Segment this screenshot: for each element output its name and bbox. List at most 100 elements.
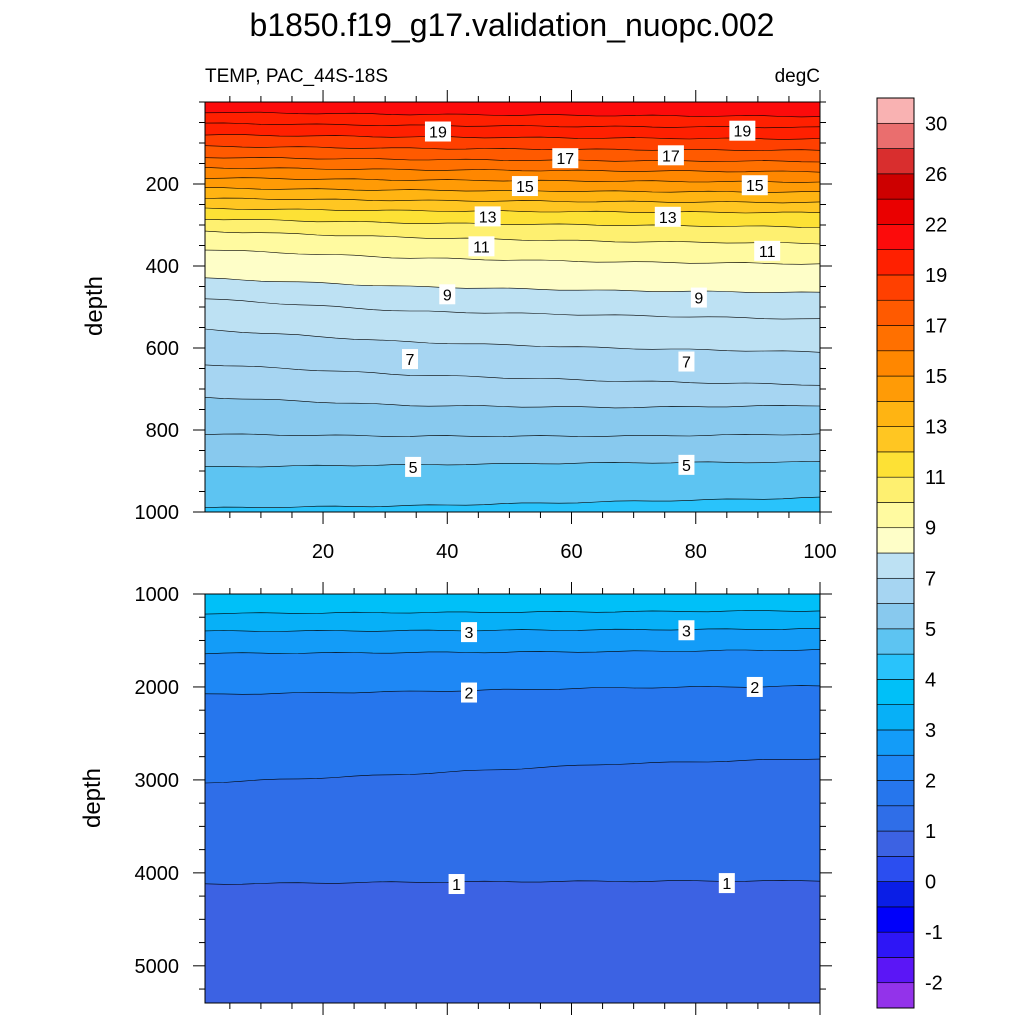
contour-line [205, 610, 820, 615]
svg-text:11: 11 [759, 244, 776, 261]
colorbar-box [876, 679, 915, 705]
contour-line [205, 157, 820, 163]
svg-text:7: 7 [682, 355, 691, 372]
colorbar-label: 19 [925, 265, 947, 287]
colorbar-box [876, 401, 915, 427]
y-tick-label: 600 [146, 338, 179, 360]
colorbar-box [876, 299, 915, 326]
contour-line [205, 111, 820, 118]
panel-upper: 19 19 17 17 15 15 13 13 11 11 9 9 7 7 5 5 200 400 600 800 10… [135, 90, 837, 563]
colorbar: -2 -1 0 1 2 3 4 5 7 9 11 13 15 17 19 22 26 30 [876, 97, 947, 1009]
colorbar-label: 2 [925, 771, 936, 793]
colorbar-box [876, 931, 915, 958]
colorbar-box [876, 224, 915, 250]
colorbar-box [876, 881, 915, 908]
contour-line [205, 207, 820, 214]
contour-line [205, 197, 820, 204]
colorbar-label: 30 [925, 113, 947, 135]
contour-label: 2 [461, 682, 478, 703]
colorbar-box [876, 754, 915, 781]
colorbar-box [876, 502, 915, 529]
colorbar-label: 1 [925, 821, 936, 843]
contour-label: 19 [729, 120, 756, 141]
colorbar-box [876, 122, 915, 149]
svg-text:1: 1 [452, 877, 461, 894]
contour-line [205, 230, 820, 245]
y-tick-label: 3000 [135, 770, 180, 792]
colorbar-box [876, 426, 915, 453]
contour-label: 5 [678, 454, 695, 475]
colorbar-box [876, 653, 915, 680]
colorbar-box [876, 603, 915, 630]
contour-line [205, 277, 820, 294]
colorbar-label: 17 [925, 316, 947, 338]
colorbar-box [876, 451, 915, 478]
colorbar-box [876, 982, 915, 1009]
colorbar-box [876, 552, 915, 579]
contour-line [205, 167, 820, 173]
svg-text:19: 19 [429, 125, 447, 142]
svg-text:13: 13 [479, 209, 497, 226]
contour-label: 1 [448, 874, 465, 895]
colorbar-label: 7 [925, 568, 936, 590]
contour-line [205, 461, 820, 468]
svg-text:17: 17 [556, 151, 574, 168]
colorbar-box [876, 577, 915, 604]
colorbar-box [876, 325, 915, 352]
y-tick-label: 1000 [135, 584, 180, 606]
x-tick-label: 100 [803, 541, 836, 563]
contour-label: 7 [402, 349, 418, 370]
colorbar-box [876, 274, 915, 301]
svg-text:17: 17 [662, 148, 680, 165]
contour-line [205, 219, 820, 228]
contour-line [205, 249, 820, 265]
contour-line [205, 328, 820, 353]
colorbar-box [876, 375, 915, 402]
colorbar-box [876, 856, 915, 882]
colorbar-label: 13 [925, 417, 947, 439]
contour-band [205, 594, 820, 615]
contour-label: 7 [678, 351, 695, 372]
colorbar-label: -2 [925, 973, 943, 995]
colorbar-label: 22 [925, 214, 947, 236]
y-tick-label: 200 [146, 174, 179, 196]
contour-line [205, 649, 820, 655]
y-tick-label: 1000 [135, 502, 180, 524]
contour-label: 9 [690, 287, 707, 308]
svg-text:9: 9 [443, 287, 452, 304]
x-tick-label: 60 [560, 541, 582, 563]
colorbar-box [876, 198, 915, 225]
colorbar-label: 3 [925, 720, 936, 742]
colorbar-label: 9 [925, 518, 936, 540]
x-tick-label: 40 [436, 541, 458, 563]
y-axis-label-upper: depth [81, 276, 108, 336]
y-tick-label: 2000 [135, 677, 180, 699]
svg-text:19: 19 [733, 124, 751, 141]
subtitle-left: TEMP, PAC_44S-18S [205, 66, 388, 87]
colorbar-label: 15 [925, 366, 947, 388]
contour-line [205, 433, 820, 438]
svg-text:7: 7 [406, 352, 415, 369]
y-tick-label: 400 [146, 256, 179, 278]
colorbar-box [876, 97, 915, 124]
contour-line [205, 298, 820, 320]
svg-text:11: 11 [473, 239, 490, 256]
contour-label: 1 [718, 873, 735, 894]
y-tick-label: 4000 [135, 863, 180, 885]
x-tick-label: 80 [685, 541, 707, 563]
colorbar-box [876, 957, 915, 984]
svg-text:15: 15 [746, 178, 764, 195]
svg-text:13: 13 [659, 210, 677, 227]
contour-line [205, 364, 820, 386]
contour-label: 2 [746, 676, 763, 697]
colorbar-box [876, 805, 915, 832]
colorbar-box [876, 476, 915, 503]
y-tick-label: 5000 [135, 956, 180, 978]
contour-label: 15 [741, 175, 768, 196]
svg-text:5: 5 [682, 458, 691, 475]
contour-label: 11 [468, 236, 495, 257]
contour-line [205, 145, 820, 152]
x-tick-label: 20 [312, 541, 334, 563]
subtitle-right: degC [775, 66, 820, 87]
